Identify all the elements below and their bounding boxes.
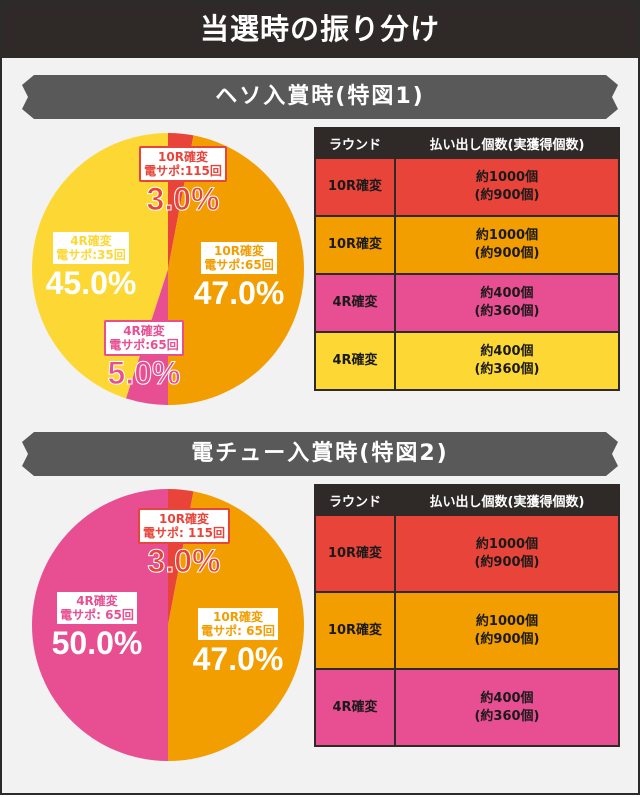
payout-net: (約360個) <box>474 708 540 724</box>
payout-main: 約1000個 <box>475 613 539 629</box>
table-row: 10R確変 約1000個 (約900個) <box>314 215 620 275</box>
payout-net: (約360個) <box>474 362 540 377</box>
table2-row2-payout: 約1000個 (約900個) <box>394 591 620 670</box>
table2-row1-round: 10R確変 <box>314 514 396 593</box>
table1-row1-payout: 約1000個 (約900個) <box>394 157 620 217</box>
payout-main: 約1000個 <box>475 536 539 552</box>
pie1-label-yellow: 4R確変 電サポ:35回 45.0% <box>36 230 146 300</box>
pie2-orange-line2: 電サポ: 65回 <box>201 624 275 638</box>
pie1-red-line1: 10R確変 <box>158 150 208 164</box>
pie1-pink-pct: 5.0% <box>107 355 181 391</box>
payout-net: (約900個) <box>474 631 540 647</box>
section-2-heading: 電チュー入賞時(特図2) <box>191 441 449 466</box>
table1-header-payout: 払い出し個数(実獲得個数) <box>394 127 620 159</box>
table-row: 4R確変 約400個 (約360個) <box>314 273 620 333</box>
table2-row1-payout: 約1000個 (約900個) <box>394 514 620 593</box>
main-title: 当選時の振り分け <box>2 2 638 58</box>
table1-header-row: ラウンド 払い出し個数(実獲得個数) <box>314 127 620 159</box>
pie1-yellow-line2: 電サポ:35回 <box>56 248 126 262</box>
table1-header-round: ラウンド <box>314 127 396 159</box>
table1-row4-payout: 約400個 (約360個) <box>394 331 620 391</box>
pie1-orange-pct: 47.0% <box>193 275 285 311</box>
pie2-orange-line1: 10R確変 <box>213 610 263 624</box>
pie2-red-pct: 3.0% <box>147 543 221 579</box>
table-row: 10R確変 約1000個 (約900個) <box>314 157 620 217</box>
pie2-red-line1: 10R確変 <box>159 512 209 526</box>
table2-row3-round: 4R確変 <box>314 668 396 747</box>
table1-row3-payout: 約400個 (約360個) <box>394 273 620 333</box>
payout-main: 約400個 <box>480 690 534 706</box>
payout-main: 約1000個 <box>475 228 539 243</box>
banner-2-shape <box>22 432 618 476</box>
table2-header-payout: 払い出し個数(実獲得個数) <box>394 484 620 516</box>
pie2-pink-pct: 50.0% <box>51 625 143 661</box>
section-1-heading: ヘソ入賞時(特図1) <box>215 84 425 109</box>
pie1-red-line2: 電サポ:115回 <box>144 164 222 178</box>
pie1-label-orange: 10R確変 電サポ:65回 47.0% <box>184 240 294 310</box>
table1-row1-round: 10R確変 <box>314 157 396 217</box>
pie2-label-pink: 4R確変 電サポ: 65回 50.0% <box>42 590 152 660</box>
pie2-label-orange: 10R確変 電サポ: 65回 47.0% <box>182 606 294 676</box>
table-row: 10R確変 約1000個 (約900個) <box>314 591 620 670</box>
table1-row3-round: 4R確変 <box>314 273 396 333</box>
pie1-orange-line1: 10R確変 <box>214 244 264 258</box>
pie1-yellow-line1: 4R確変 <box>70 234 112 248</box>
payout-main: 約400個 <box>480 344 534 359</box>
table2-row2-round: 10R確変 <box>314 591 396 670</box>
payout-main: 約1000個 <box>475 170 539 185</box>
table2-header-round: ラウンド <box>314 484 396 516</box>
pie1-pink-line1: 4R確変 <box>123 324 165 338</box>
table1-row2-payout: 約1000個 (約900個) <box>394 215 620 275</box>
payout-table-1: ラウンド 払い出し個数(実獲得個数) 10R確変 約1000個 (約900個) 1… <box>314 127 620 391</box>
pie1-yellow-pct: 45.0% <box>45 265 137 301</box>
section-2-banner: 電チュー入賞時(特図2) <box>22 432 618 476</box>
pie2-orange-pct: 47.0% <box>192 641 284 677</box>
banner-1-shape <box>22 75 618 119</box>
table-row: 10R確変 約1000個 (約900個) <box>314 514 620 593</box>
pie2-label-red: 10R確変 電サポ: 115回 3.0% <box>134 508 234 579</box>
pie1-label-pink: 4R確変 電サポ:65回 5.0% <box>96 320 192 391</box>
pie1-label-red: 10R確変 電サポ:115回 3.0% <box>134 146 232 217</box>
table-row: 4R確変 約400個 (約360個) <box>314 331 620 391</box>
table1-row2-round: 10R確変 <box>314 215 396 275</box>
pie2-pink-line1: 4R確変 <box>76 594 118 608</box>
payout-net: (約900個) <box>474 246 540 261</box>
table1-row4-round: 4R確変 <box>314 331 396 391</box>
payout-table-2: ラウンド 払い出し個数(実獲得個数) 10R確変 約1000個 (約900個) 1… <box>314 484 620 747</box>
payout-net: (約900個) <box>474 188 540 203</box>
pie1-orange-line2: 電サポ:65回 <box>204 258 274 272</box>
pie1-pink-line2: 電サポ:65回 <box>109 338 179 352</box>
table2-header-row: ラウンド 払い出し個数(実獲得個数) <box>314 484 620 516</box>
payout-net: (約360個) <box>474 304 540 319</box>
payout-main: 約400個 <box>480 286 534 301</box>
table-row: 4R確変 約400個 (約360個) <box>314 668 620 747</box>
pie2-red-line2: 電サポ: 115回 <box>142 526 226 540</box>
table2-row3-payout: 約400個 (約360個) <box>394 668 620 747</box>
pie1-red-pct: 3.0% <box>146 181 220 217</box>
section-1-banner: ヘソ入賞時(特図1) <box>22 75 618 119</box>
pie2-pink-line2: 電サポ: 65回 <box>60 608 134 622</box>
payout-net: (約900個) <box>474 554 540 570</box>
